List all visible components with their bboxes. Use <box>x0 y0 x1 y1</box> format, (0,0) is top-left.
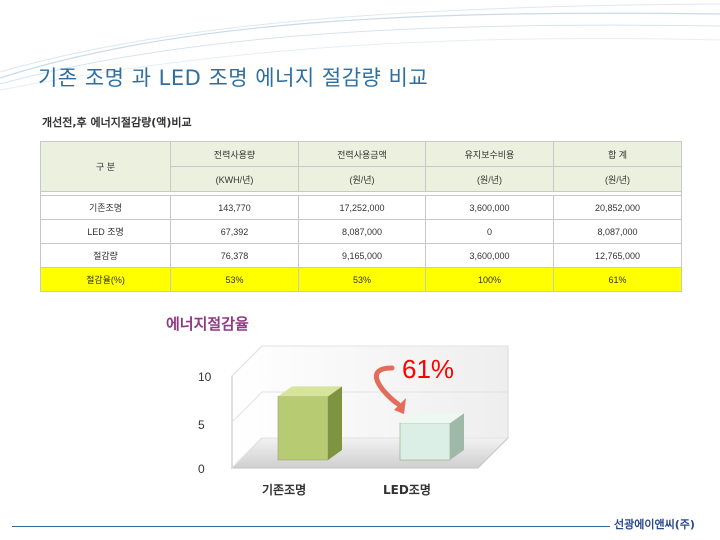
chart-bar-side <box>328 386 342 460</box>
chart-bar-front <box>277 396 329 461</box>
category-label: LED조명 <box>383 483 431 497</box>
header-swoosh-4 <box>0 37 720 91</box>
section-heading: 개선전,후 에너지절감량(액)비교 <box>42 116 192 129</box>
column-unit: (원/년) <box>553 166 682 192</box>
reduction-arrowhead-icon <box>394 398 406 414</box>
y-tick-label: 0 <box>198 462 205 476</box>
header-decoration <box>0 3 720 91</box>
table-cell: 9,165,000 <box>298 243 426 268</box>
chart-bar-side <box>450 413 464 460</box>
row-label: 절감율(%) <box>40 267 171 292</box>
header-swoosh-3 <box>0 3 720 73</box>
chart-title: 에너지절감율 <box>166 315 249 333</box>
chart-bars <box>277 386 464 461</box>
header-swoosh-2 <box>0 24 720 85</box>
table-cell: 53% <box>170 267 299 292</box>
savings-percent-annotation: 61% <box>402 354 455 384</box>
chart-bar-top <box>400 413 464 424</box>
chart-bar-front <box>399 422 451 461</box>
category-label: 기존조명 <box>262 483 307 497</box>
table-spacer <box>40 191 682 196</box>
y-tick-label: 10 <box>198 370 212 384</box>
table-corner-cell: 구 분 <box>40 141 171 192</box>
chart-floor <box>230 437 510 469</box>
row-label: 절감량 <box>40 243 171 268</box>
table-row-savings-rate: 절감율(%) 53% 53% 100% 61% <box>40 267 682 292</box>
chart-gridline <box>231 391 508 423</box>
table-row: 절감량 76,378 9,165,000 3,600,000 12,765,00… <box>40 243 682 268</box>
savings-table: 구 분 전력사용량 전력사용금액 유지보수비용 합 계 (KWH/년) (원/년… <box>40 141 682 292</box>
chart-bar-top <box>278 386 342 397</box>
row-label: 기존조명 <box>40 195 171 220</box>
company-name: 선광에이앤씨(주) <box>614 518 695 531</box>
table-cell: 61% <box>553 267 682 292</box>
column-header: 합 계 <box>553 141 682 167</box>
table-header-row: 구 분 전력사용량 전력사용금액 유지보수비용 합 계 <box>40 141 682 192</box>
table-cell: 8,087,000 <box>553 219 682 244</box>
slide-title: 기존 조명 과 LED 조명 에너지 절감량 비교 <box>38 66 429 90</box>
reduction-arrow-icon <box>374 365 401 407</box>
y-tick-label: 5 <box>198 418 205 432</box>
table-unit-row: (KWH/년) (원/년) (원/년) (원/년) <box>41 166 682 192</box>
table-cell: 53% <box>298 267 426 292</box>
column-unit: (원/년) <box>298 166 426 192</box>
chart-frame <box>230 345 510 470</box>
column-header: 유지보수비용 <box>425 141 554 167</box>
table-cell: 0 <box>425 219 554 244</box>
column-header: 전력사용금액 <box>298 141 426 167</box>
table-row: LED 조명 67,392 8,087,000 0 8,087,000 <box>40 219 682 244</box>
column-unit: (원/년) <box>425 166 554 192</box>
table-cell: 100% <box>425 267 554 292</box>
footer-divider <box>12 526 610 527</box>
header-swoosh-1 <box>0 12 720 79</box>
table-cell: 76,378 <box>170 243 299 268</box>
chart-gridline <box>231 345 508 377</box>
